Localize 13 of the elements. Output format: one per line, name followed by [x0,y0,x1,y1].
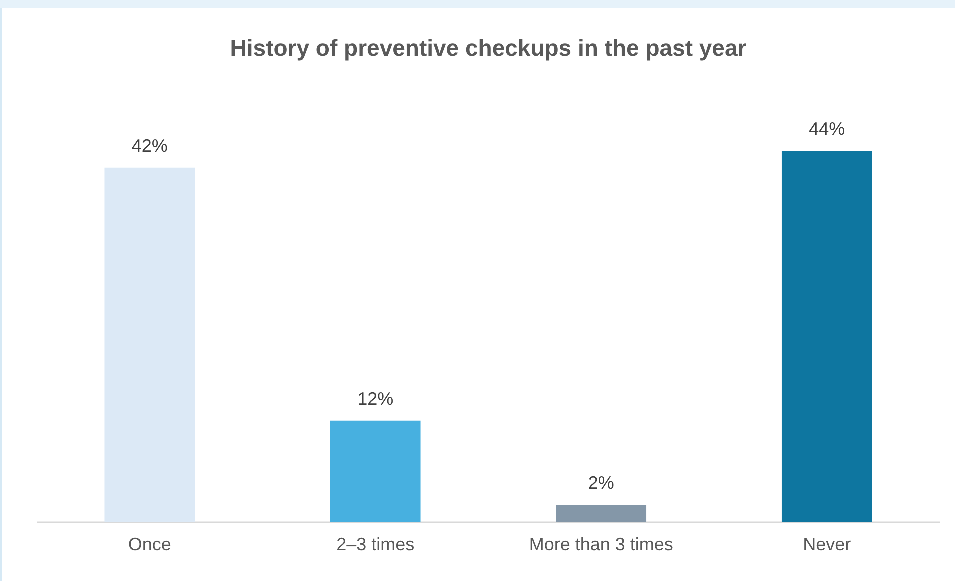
x-tick-label: Never [803,534,852,554]
data-label: 44% [809,119,846,139]
x-tick-label: Once [128,534,172,554]
x-tick-label: 2–3 times [336,534,415,554]
bar [556,505,647,522]
bar [782,151,872,522]
data-label: 12% [358,388,394,409]
data-label: 2% [588,473,614,494]
bar [104,168,196,522]
data-label: 42% [132,136,168,156]
chart-title: History of preventive checkups in the past year [230,35,747,61]
x-tick-label: More than 3 times [529,534,674,554]
bar [330,420,421,522]
